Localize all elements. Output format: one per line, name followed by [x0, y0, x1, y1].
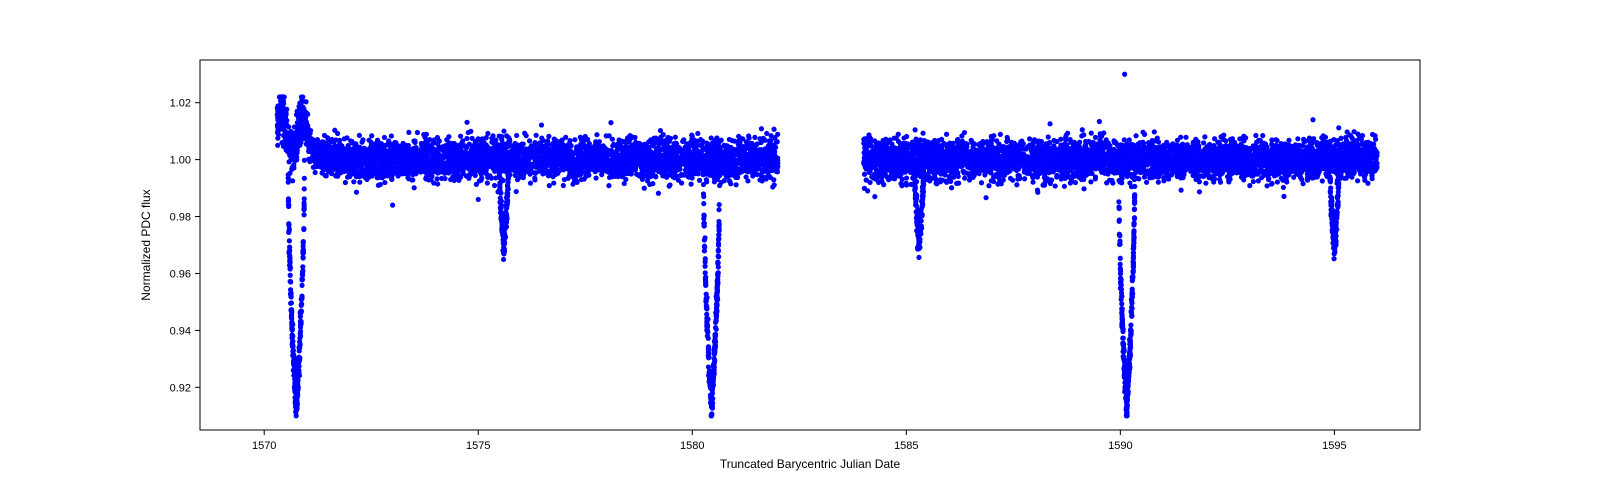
x-tick-label: 1570 [252, 440, 276, 452]
x-axis-label: Truncated Barycentric Julian Date [720, 457, 901, 471]
x-tick-label: 1595 [1322, 440, 1346, 452]
x-tick-label: 1590 [1108, 440, 1132, 452]
y-axis-label: Normalized PDC flux [139, 189, 153, 300]
y-tick-label: 1.00 [170, 155, 191, 167]
chart-svg: 1570 1575 1580 1585 1590 1595 0.92 0.94 0.96 0.98… [0, 0, 1600, 500]
y-tick-label: 0.98 [170, 212, 191, 224]
x-tick-label: 1575 [466, 440, 490, 452]
y-tick-label: 1.02 [170, 98, 191, 110]
y-tick-label: 0.94 [170, 325, 191, 337]
plot-border [200, 60, 1420, 430]
y-tick-label: 0.92 [170, 382, 191, 394]
x-tick-label: 1580 [680, 440, 704, 452]
y-tick-label: 0.96 [170, 268, 191, 280]
lightcurve-chart: 1570 1575 1580 1585 1590 1595 0.92 0.94 0.96 0.98… [0, 0, 1600, 500]
x-tick-label: 1585 [894, 440, 918, 452]
